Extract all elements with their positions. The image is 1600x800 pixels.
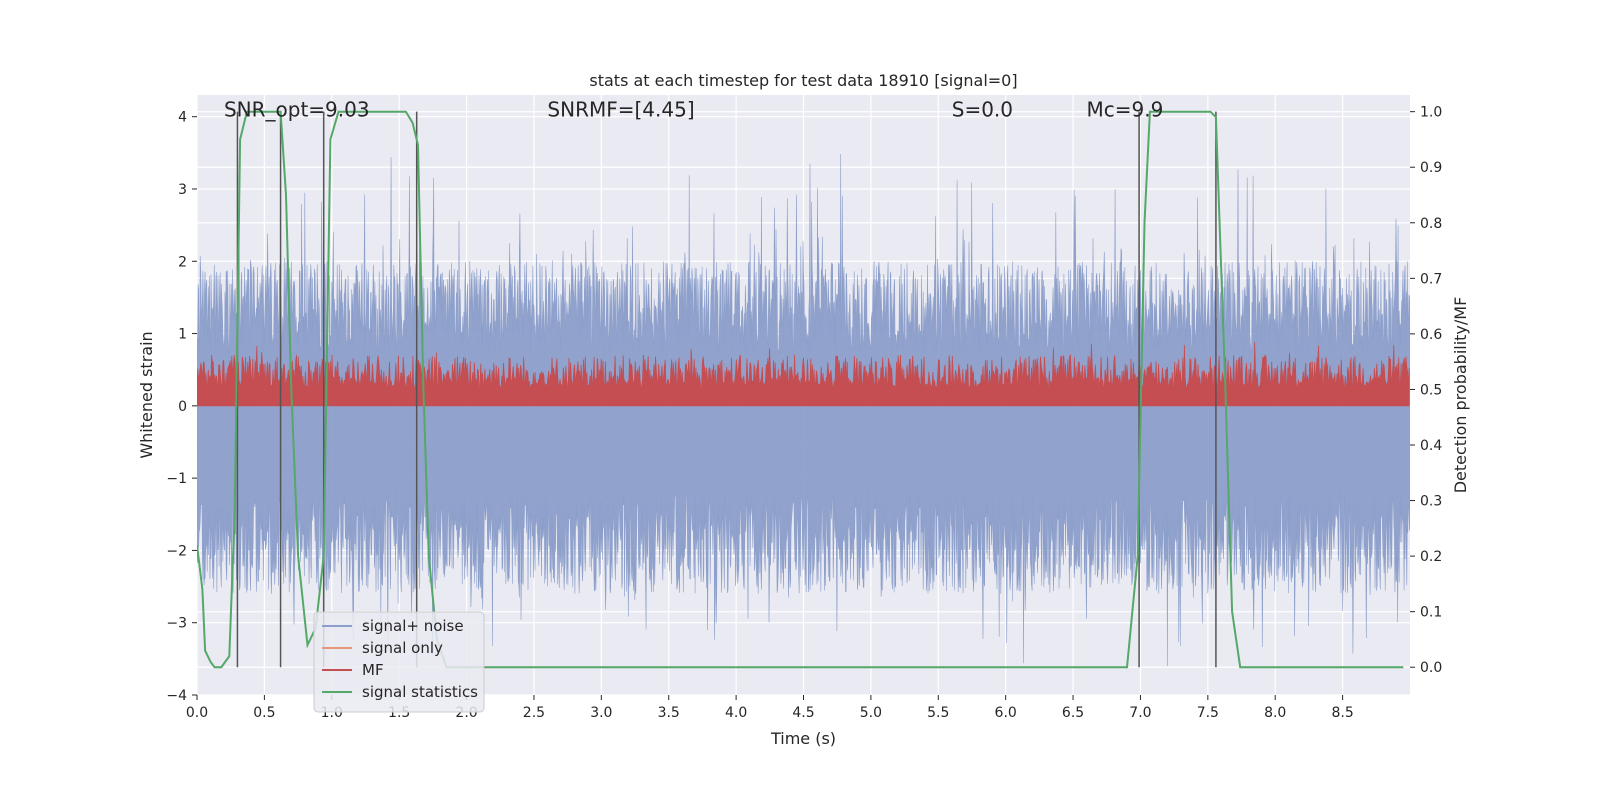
y2-tick-label: 0.4 (1420, 438, 1442, 454)
x-tick-label: 0.0 (186, 705, 208, 721)
x-tick-label: 4.5 (792, 705, 814, 721)
y2-tick-label: 0.1 (1420, 605, 1442, 621)
y2-tick-label: 0.7 (1420, 271, 1442, 287)
y-axis-label: Whitened strain (137, 331, 156, 458)
x-tick-label: 3.0 (590, 705, 612, 721)
y-tick-label: −2 (166, 543, 187, 559)
x-axis-ticks: 0.0 0.5 1.0 1.5 2.0 2.5 3.0 3.5 4.0 4.5 5.0 5.5 6.0 6… (186, 695, 1354, 721)
series-signal-noise (197, 153, 1410, 667)
y2-tick-label: 0.2 (1420, 549, 1442, 565)
x-tick-label: 3.5 (658, 705, 680, 721)
y2-tick-label: 0.3 (1420, 494, 1442, 510)
annotation: SNR_opt=9.03 (224, 98, 370, 122)
y-tick-label: 4 (178, 110, 187, 126)
y2-tick-label: 0.0 (1420, 660, 1442, 676)
y2-tick-label: 0.8 (1420, 216, 1442, 232)
y-tick-label: −4 (166, 688, 187, 704)
y2-tick-label: 0.5 (1420, 382, 1442, 398)
x-tick-label: 2.5 (523, 705, 545, 721)
annotation: Mc=9.9 (1087, 98, 1164, 122)
x-axis-label: Time (s) (770, 729, 836, 748)
y2-axis-ticks: 0.0 0.1 0.2 0.3 0.4 0.5 0.6 0.7 0.8 0.9 1.0 (1410, 105, 1442, 676)
signal-statistics-line (197, 110, 1404, 669)
y-axis-ticks: −4 −3 −2 −1 0 1 2 3 4 (166, 110, 197, 704)
y-tick-label: 1 (178, 327, 187, 343)
x-tick-label: 0.5 (253, 705, 275, 721)
y-tick-label: 3 (178, 182, 187, 198)
legend-label: MF (362, 661, 384, 679)
legend-label: signal only (362, 639, 443, 657)
y-tick-label: 0 (178, 399, 187, 415)
chart-title: stats at each timestep for test data 189… (589, 71, 1017, 90)
mf-trace (197, 341, 1410, 407)
legend-label: signal+ noise (362, 617, 464, 635)
x-tick-label: 8.5 (1331, 705, 1353, 721)
x-tick-label: 5.5 (927, 705, 949, 721)
x-tick-label: 7.0 (1129, 705, 1151, 721)
legend-label: signal statistics (362, 683, 478, 701)
series-mf (197, 341, 1410, 407)
y2-tick-label: 0.9 (1420, 160, 1442, 176)
y-tick-label: −3 (166, 616, 187, 632)
annotations: SNR_opt=9.03 SNRMF=[4.45] S=0.0 Mc=9.9 (224, 98, 1163, 122)
x-tick-label: 4.0 (725, 705, 747, 721)
x-tick-label: 6.5 (1062, 705, 1084, 721)
y-tick-label: −1 (166, 471, 187, 487)
legend: signal+ noise signal only MF signal statist… (313, 611, 485, 713)
y2-axis-label: Detection probability/MF (1451, 297, 1470, 494)
series-signal-statistics (197, 110, 1404, 669)
plot-area (197, 110, 1410, 669)
signal-noise-trace (197, 153, 1410, 667)
y2-tick-label: 1.0 (1420, 105, 1442, 121)
x-tick-label: 8.0 (1264, 705, 1286, 721)
annotation: SNRMF=[4.45] (547, 98, 694, 122)
y-tick-label: 2 (178, 254, 187, 270)
y2-tick-label: 0.6 (1420, 327, 1442, 343)
x-tick-label: 6.0 (995, 705, 1017, 721)
annotation: S=0.0 (952, 98, 1013, 122)
x-tick-label: 5.0 (860, 705, 882, 721)
legend-box (313, 611, 485, 713)
x-tick-label: 7.5 (1197, 705, 1219, 721)
